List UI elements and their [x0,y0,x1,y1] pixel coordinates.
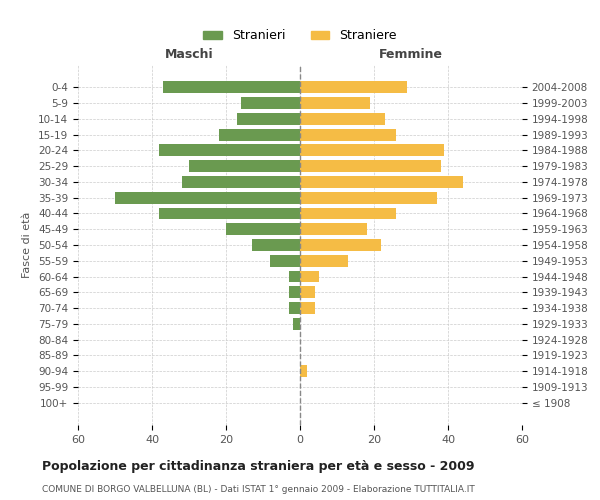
Text: Femmine: Femmine [379,48,443,62]
Bar [300,192,437,203]
Bar [300,302,315,314]
Bar [300,239,382,251]
Y-axis label: Anni di nascita: Anni di nascita [597,204,600,286]
Bar [237,113,300,124]
Bar [241,97,300,109]
Bar [300,82,407,93]
Bar [300,208,396,220]
Bar [300,128,396,140]
Bar [182,176,300,188]
Bar [293,318,300,330]
Text: Popolazione per cittadinanza straniera per età e sesso - 2009: Popolazione per cittadinanza straniera p… [42,460,475,473]
Bar [289,286,300,298]
Bar [226,224,300,235]
Bar [300,286,315,298]
Bar [289,302,300,314]
Bar [300,176,463,188]
Bar [300,113,385,124]
Bar [300,144,444,156]
Bar [300,97,370,109]
Bar [300,160,440,172]
Bar [163,82,300,93]
Bar [189,160,300,172]
Legend: Stranieri, Straniere: Stranieri, Straniere [198,24,402,48]
Y-axis label: Fasce di età: Fasce di età [22,212,32,278]
Bar [289,270,300,282]
Bar [252,239,300,251]
Bar [300,255,348,266]
Bar [160,144,300,156]
Bar [271,255,300,266]
Bar [300,270,319,282]
Bar [115,192,300,203]
Text: Maschi: Maschi [164,48,214,62]
Bar [218,128,300,140]
Bar [300,224,367,235]
Bar [300,366,307,377]
Bar [160,208,300,220]
Text: COMUNE DI BORGO VALBELLUNA (BL) - Dati ISTAT 1° gennaio 2009 - Elaborazione TUTT: COMUNE DI BORGO VALBELLUNA (BL) - Dati I… [42,485,475,494]
